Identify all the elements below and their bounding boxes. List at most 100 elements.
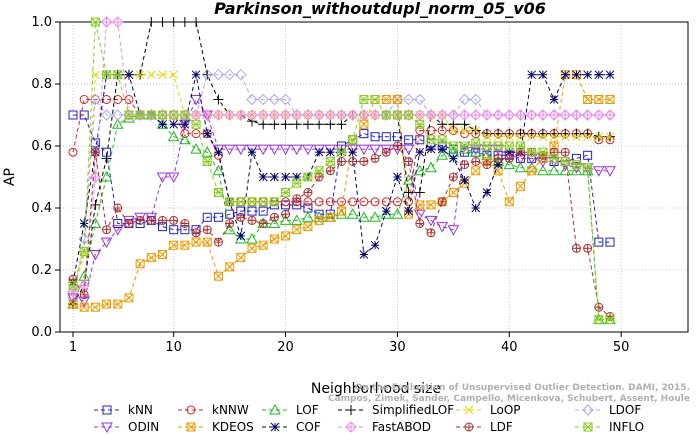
marker-stroke: [471, 203, 481, 213]
data-point: [325, 119, 336, 130]
marker-shape: [414, 93, 426, 106]
marker-shape: [359, 197, 369, 207]
marker-stroke: [314, 147, 324, 157]
marker-stroke: [437, 144, 447, 154]
marker-shape: [415, 135, 425, 145]
data-point: [471, 166, 481, 176]
marker-shape: [571, 153, 581, 163]
marker-shape: [447, 225, 460, 236]
data-point: [186, 405, 196, 415]
marker-shape: [134, 212, 146, 224]
marker-shape: [135, 259, 145, 269]
marker-stroke: [169, 240, 179, 250]
marker-shape: [381, 197, 391, 207]
marker-shape: [481, 149, 493, 160]
data-point: [169, 70, 179, 80]
legend-item-knn: kNN: [94, 403, 153, 417]
y-tick-label: 0.0: [31, 325, 52, 340]
marker-stroke: [325, 212, 335, 222]
data-point: [124, 219, 134, 228]
data-point: [447, 225, 460, 236]
legend-label: ODIN: [128, 420, 159, 434]
marker-stroke: [169, 70, 179, 80]
marker-shape: [113, 95, 123, 104]
data-point: [493, 132, 503, 142]
data-point: [337, 206, 346, 216]
marker-shape: [448, 188, 458, 197]
data-point: [169, 240, 179, 250]
data-point: [571, 243, 581, 253]
data-point: [570, 109, 583, 121]
watermark-line-2: Campos, Zimek, Sander, Campello, Micenko…: [328, 394, 690, 404]
marker-stroke: [449, 154, 458, 163]
marker-stroke: [605, 95, 615, 104]
data-point: [404, 157, 414, 166]
series-line: [72, 74, 610, 283]
data-point: [279, 93, 292, 106]
data-point: [269, 119, 280, 130]
data-point: [67, 285, 79, 298]
data-point: [268, 144, 281, 156]
data-point: [605, 237, 615, 247]
data-point: [527, 132, 537, 142]
marker-shape: [314, 215, 324, 225]
marker-shape: [402, 174, 415, 185]
data-point: [402, 93, 415, 106]
marker-stroke: [471, 126, 481, 135]
marker-stroke: [464, 405, 474, 415]
data-point: [213, 188, 223, 197]
data-point: [549, 153, 559, 163]
marker-shape: [392, 132, 402, 142]
y-axis: 0.0 0.2 0.4 0.6 0.8 1.0: [31, 15, 60, 340]
data-point: [359, 129, 369, 139]
data-point: [102, 70, 112, 80]
series-layer: [67, 16, 616, 325]
marker-stroke: [303, 222, 313, 231]
marker-shape: [458, 93, 471, 106]
data-point: [247, 206, 257, 216]
marker-shape: [302, 211, 314, 222]
data-point: [279, 214, 292, 225]
marker-shape: [281, 231, 291, 241]
data-point: [583, 243, 593, 253]
series-line: [72, 74, 610, 298]
data-point: [448, 172, 458, 182]
marker-stroke: [605, 70, 615, 80]
marker-shape: [269, 234, 279, 244]
data-point: [470, 109, 482, 121]
marker-shape: [225, 262, 235, 272]
marker-shape: [290, 144, 303, 156]
data-point: [213, 94, 224, 105]
marker-shape: [68, 299, 78, 309]
marker-shape: [303, 197, 313, 207]
data-point: [560, 70, 570, 80]
data-point: [471, 138, 481, 148]
marker-stroke: [236, 253, 246, 262]
marker-shape: [191, 237, 201, 247]
data-point: [594, 132, 604, 142]
marker-shape: [113, 219, 123, 228]
marker-stroke: [337, 206, 346, 216]
marker-shape: [247, 243, 257, 253]
data-point: [225, 219, 235, 228]
data-point: [346, 109, 359, 121]
marker-shape: [268, 144, 281, 156]
data-point: [415, 135, 425, 145]
marker-shape: [469, 146, 482, 157]
data-point: [302, 109, 314, 121]
y-tick-label: 0.8: [31, 77, 52, 92]
data-point: [213, 212, 223, 222]
data-point: [281, 209, 291, 219]
marker-shape: [415, 126, 425, 135]
data-point: [481, 109, 493, 121]
marker-shape: [281, 197, 291, 207]
data-point: [460, 175, 469, 185]
data-point: [268, 217, 281, 228]
data-point: [111, 118, 124, 129]
data-point: [247, 215, 257, 225]
marker-shape: [246, 232, 258, 244]
data-point: [111, 225, 124, 236]
marker-shape: [370, 197, 380, 207]
data-point: [604, 109, 616, 121]
marker-stroke: [270, 234, 279, 244]
